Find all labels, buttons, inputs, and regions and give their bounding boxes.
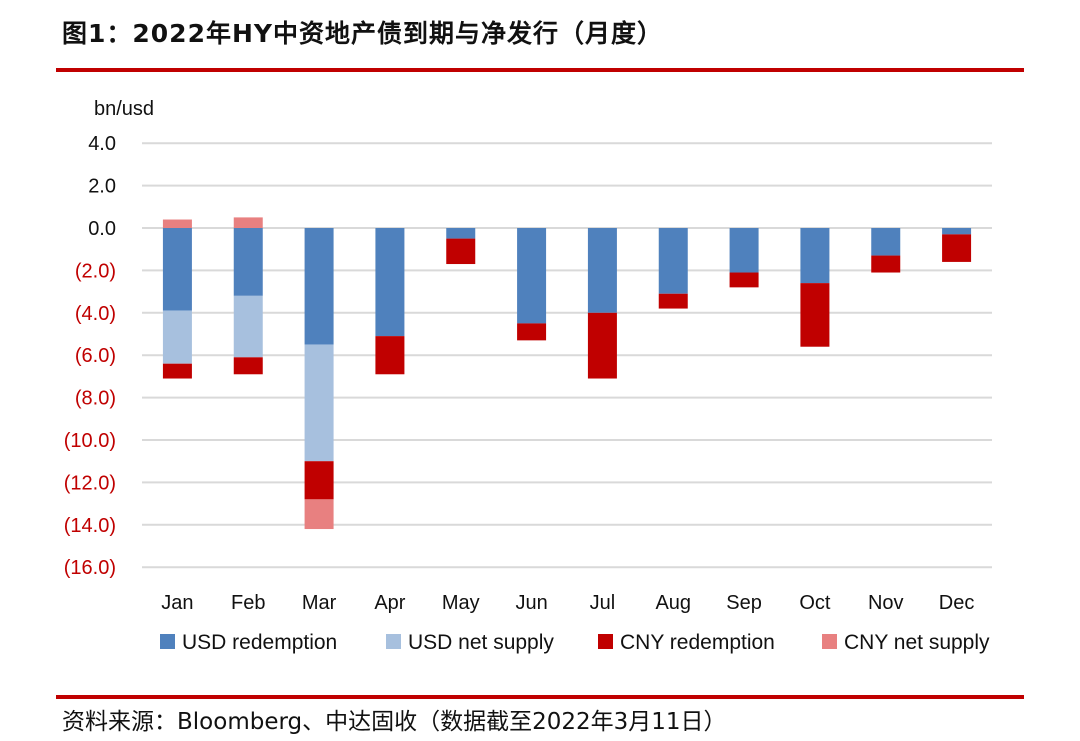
x-tick-label: May [442,592,480,614]
y-tick-label: (14.0) [64,515,116,537]
bar-usd-redemption [233,228,263,296]
x-tick-label: Jan [161,592,193,614]
x-tick-label: Jun [515,592,547,614]
bar-cny-net-supply [233,217,263,228]
bar-cny-redemption [375,336,405,375]
x-tick-label: Dec [939,592,975,614]
bar-usd-redemption [517,228,547,324]
legend-swatch [822,634,837,649]
x-tick-label: Oct [799,592,831,614]
gridlines [142,142,992,569]
bar-cny-redemption [304,461,334,500]
bar-usd-redemption [587,228,617,313]
legend-label: CNY net supply [844,631,990,654]
y-tick-label: (2.0) [75,260,116,282]
legend-label: USD net supply [408,631,554,654]
bar-usd-redemption [446,228,476,239]
legend-swatch [598,634,613,649]
bar-cny-redemption [162,363,192,379]
bar-cny-net-supply [304,499,334,530]
bar-usd-redemption [375,228,405,337]
y-tick-label: 2.0 [88,176,116,198]
y-axis: 4.0 2.0 0.0 (2.0) (4.0) (6.0) (8.0) (10.0) (12.0… [64,133,116,579]
bars [162,217,972,530]
bar-cny-redemption [729,272,759,288]
chart-title: 图1：2022年HY中资地产债到期与净发行（月度） [62,19,664,48]
y-tick-label: (8.0) [75,388,116,410]
source-note: 资料来源：Bloomberg、中达固收（数据截至2022年3月11日） [62,709,727,735]
x-axis: Jan Feb Mar Apr May Jun Jul Aug Sep Oct Nov Dec [161,592,974,614]
bar-cny-redemption [942,234,972,262]
source-divider [56,695,1024,699]
bar-cny-redemption [587,312,617,379]
bar-cny-redemption [871,255,901,273]
bar-usd-redemption [871,228,901,256]
bar-usd-redemption [658,228,688,294]
bar-cny-redemption [517,323,547,341]
x-tick-label: Jul [590,592,616,614]
bar-usd-redemption [304,228,334,345]
y-tick-label: 4.0 [88,133,116,155]
y-tick-label: (10.0) [64,430,116,452]
x-tick-label: Apr [374,592,405,614]
x-tick-label: Feb [231,592,265,614]
title-divider [56,68,1024,72]
bar-cny-redemption [233,357,263,375]
legend-swatch [160,634,175,649]
legend-label: USD redemption [182,631,337,654]
y-unit-label: bn/usd [94,98,154,120]
legend-swatch [386,634,401,649]
bar-usd-redemption [800,228,830,284]
bar-usd-redemption [162,228,192,311]
y-tick-label: (16.0) [64,557,116,579]
bar-usd-net-supply [304,344,334,462]
bar-cny-redemption [446,238,476,265]
legend-label: CNY redemption [620,631,775,654]
y-tick-label: (4.0) [75,303,116,325]
y-tick-label: 0.0 [88,218,116,240]
bar-cny-net-supply [162,219,192,228]
x-tick-label: Nov [868,592,904,614]
bar-cny-redemption [658,293,688,309]
x-tick-label: Sep [726,592,762,614]
y-tick-label: (12.0) [64,472,116,494]
bar-usd-redemption [729,228,759,273]
bar-usd-net-supply [162,310,192,364]
x-tick-label: Mar [302,592,337,614]
legend: USD redemption USD net supply CNY redempti… [160,631,990,654]
bar-usd-net-supply [233,295,263,358]
bar-cny-redemption [800,283,830,347]
x-tick-label: Aug [655,592,691,614]
stacked-bar-chart: 4.0 2.0 0.0 (2.0) (4.0) (6.0) (8.0) (10.0) (12.0… [64,98,992,654]
bar-usd-redemption [942,228,972,235]
y-tick-label: (6.0) [75,345,116,367]
